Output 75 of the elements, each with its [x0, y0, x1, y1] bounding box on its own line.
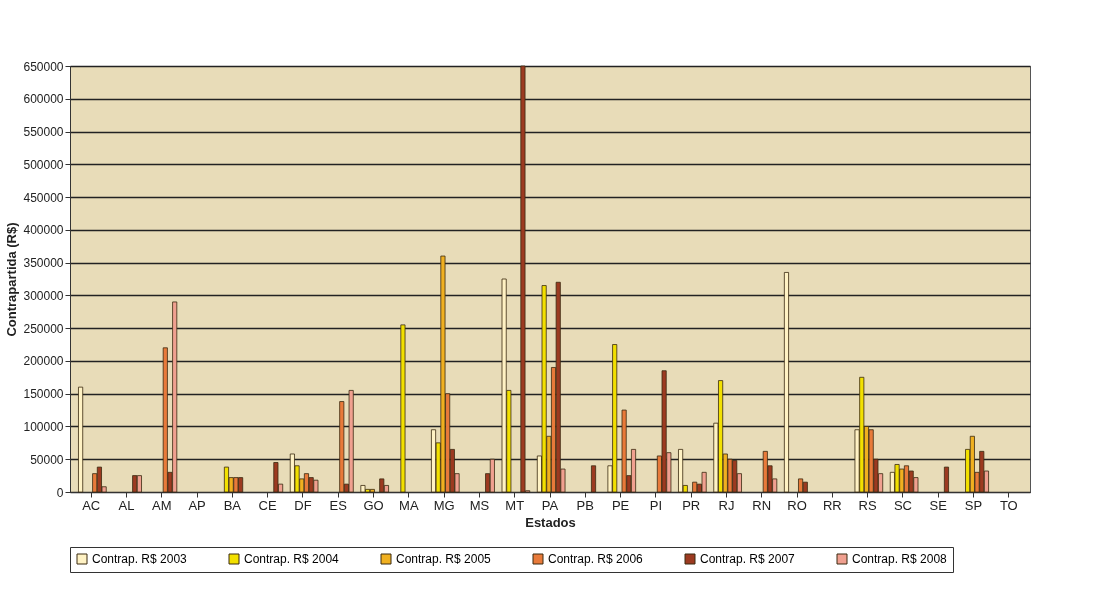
x-tick-label: RS: [858, 497, 877, 513]
legend-label: Contrap. R$ 2006: [548, 552, 644, 566]
bar: [621, 409, 627, 493]
x-tick-label: SC: [893, 497, 912, 513]
legend-label: Contrap. R$ 2004: [244, 552, 340, 566]
bar: [894, 464, 900, 493]
x-tick-label: DF: [294, 497, 312, 513]
bar: [520, 65, 526, 493]
x-tick-label: MT: [505, 497, 525, 513]
bar: [678, 449, 684, 493]
x-tick-label: PA: [541, 497, 559, 513]
y-tick-label: 450000: [23, 190, 64, 205]
y-tick-label: 650000: [23, 59, 64, 74]
y-tick-label: 550000: [23, 125, 64, 140]
legend-label: Contrap. R$ 2005: [396, 552, 492, 566]
bar: [136, 475, 142, 493]
bar: [369, 488, 375, 493]
x-tick-label: SP: [964, 497, 983, 513]
bar: [223, 466, 229, 493]
x-tick-label: MG: [433, 497, 455, 513]
y-tick-label: 50000: [30, 452, 64, 467]
x-tick-label: PR: [682, 497, 701, 513]
bar: [489, 458, 495, 493]
x-tick-label: BA: [223, 497, 242, 513]
bar: [798, 478, 804, 493]
legend-label: Contrap. R$ 2008: [852, 552, 948, 566]
x-tick-label: TO: [999, 497, 1018, 513]
y-axis-title: Contrapartida (R$): [4, 222, 20, 337]
bar: [162, 347, 168, 493]
x-tick-label: PE: [611, 497, 630, 513]
bar: [379, 478, 385, 493]
bar: [692, 481, 698, 493]
y-tick-label: 150000: [23, 387, 64, 402]
x-tick-label: CE: [258, 497, 277, 513]
bar: [701, 471, 707, 493]
legend-label: Contrap. R$ 2003: [92, 552, 188, 566]
bar: [360, 485, 366, 493]
x-tick-label: MS: [469, 497, 490, 513]
x-tick-label: AP: [188, 497, 206, 513]
bar: [783, 272, 789, 493]
bar: [943, 466, 949, 493]
y-tick-label: 350000: [23, 256, 64, 271]
x-axis-title: Estados: [525, 514, 576, 530]
bar: [132, 475, 138, 493]
y-tick-label: 400000: [23, 223, 64, 238]
bar: [78, 386, 84, 493]
y-tick-label: 500000: [23, 157, 64, 172]
bar: [339, 401, 345, 493]
legend-label: Contrap. R$ 2007: [700, 552, 796, 566]
bar: [273, 462, 279, 493]
x-tick-label: GO: [363, 497, 384, 513]
bar: [802, 481, 808, 493]
bar: [969, 435, 975, 493]
bar: [348, 390, 354, 493]
x-tick-label: AC: [82, 497, 101, 513]
bar: [400, 324, 406, 493]
x-tick-label: RR: [822, 497, 842, 513]
x-tick-label: ES: [329, 497, 348, 513]
y-tick-label: 600000: [23, 92, 64, 107]
x-tick-label: SE: [929, 497, 948, 513]
bar: [541, 285, 547, 493]
x-tick-label: PB: [576, 497, 594, 513]
y-tick-label: 200000: [23, 354, 64, 369]
x-tick-label: AL: [118, 497, 135, 513]
y-tick-label: 300000: [23, 288, 64, 303]
y-tick-label: 100000: [23, 419, 64, 434]
x-tick-label: RN: [752, 497, 772, 513]
x-tick-label: RO: [787, 497, 807, 513]
x-tick-label: AM: [152, 497, 172, 513]
x-tick-label: MA: [399, 497, 419, 513]
y-tick-label: 0: [56, 485, 64, 500]
bar: [591, 465, 597, 493]
x-tick-label: PI: [649, 497, 663, 513]
y-tick-label: 250000: [23, 321, 64, 336]
x-tick-label: RJ: [718, 497, 735, 513]
